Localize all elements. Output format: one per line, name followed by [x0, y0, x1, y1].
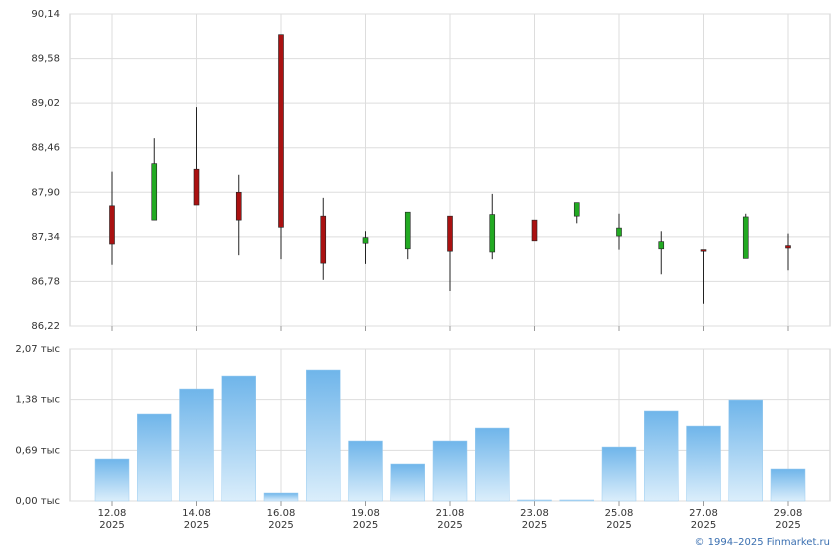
candle-body — [616, 227, 622, 237]
volume-bar — [728, 399, 763, 502]
candle-body — [151, 163, 158, 221]
volume-bar — [475, 427, 510, 502]
candle-body — [278, 34, 284, 228]
x-tick-label: 27.08 2025 — [689, 508, 718, 531]
volume-bar — [601, 446, 637, 502]
candle-body — [785, 245, 791, 249]
volume-bar — [221, 375, 256, 502]
volume-bar — [94, 458, 130, 502]
x-tick-label: 16.08 2025 — [267, 508, 296, 531]
volume-bar — [179, 388, 214, 502]
x-tick-label: 23.08 2025 — [520, 508, 549, 531]
y-tick-label: 0,69 тыс — [15, 445, 60, 456]
y-tick-label: 87,34 — [31, 232, 60, 243]
candle-body — [404, 211, 411, 250]
candle-body — [658, 241, 665, 250]
candle-body — [700, 249, 707, 252]
footer-link[interactable]: © 1994–2025 Finmarket.ru — [694, 537, 830, 548]
y-tick-label: 87,90 — [31, 187, 60, 198]
volume-bar — [137, 413, 172, 502]
volume-bar — [559, 499, 594, 502]
candle-body — [531, 219, 538, 242]
y-tick-label: 1,38 тыс — [15, 395, 60, 406]
y-tick-label: 89,02 — [31, 98, 60, 109]
volume-bar — [517, 499, 552, 502]
y-tick-label: 88,46 — [31, 143, 60, 154]
x-tick-label: 14.08 2025 — [182, 508, 211, 531]
candle-body — [193, 168, 200, 206]
candle-body — [742, 216, 749, 259]
candle-body — [447, 215, 453, 252]
y-tick-label: 2,07 тыс — [15, 344, 60, 355]
volume-bar — [263, 492, 299, 502]
candle-body — [235, 191, 242, 221]
x-tick-label: 21.08 2025 — [436, 508, 465, 531]
volume-bar — [644, 410, 679, 502]
y-tick-label: 90,14 — [31, 9, 60, 20]
x-tick-label: 29.08 2025 — [774, 508, 803, 531]
x-tick-label: 19.08 2025 — [351, 508, 380, 531]
volume-bar — [686, 425, 721, 502]
candle-body — [362, 237, 369, 244]
volume-bar — [306, 369, 341, 502]
candle-body — [573, 202, 580, 217]
y-tick-label: 89,58 — [31, 54, 60, 65]
volume-bar — [432, 440, 468, 502]
y-tick-label: 86,22 — [31, 321, 60, 332]
y-tick-label: 86,78 — [31, 276, 60, 287]
candle-body — [489, 214, 496, 253]
x-tick-label: 25.08 2025 — [605, 508, 634, 531]
volume-bar — [390, 463, 425, 502]
volume-bar — [348, 440, 383, 502]
candle-body — [109, 205, 115, 245]
volume-bar — [770, 468, 806, 502]
y-tick-label: 0,00 тыс — [15, 496, 60, 507]
x-tick-label: 12.08 2025 — [98, 508, 127, 531]
candle-body — [320, 215, 327, 264]
